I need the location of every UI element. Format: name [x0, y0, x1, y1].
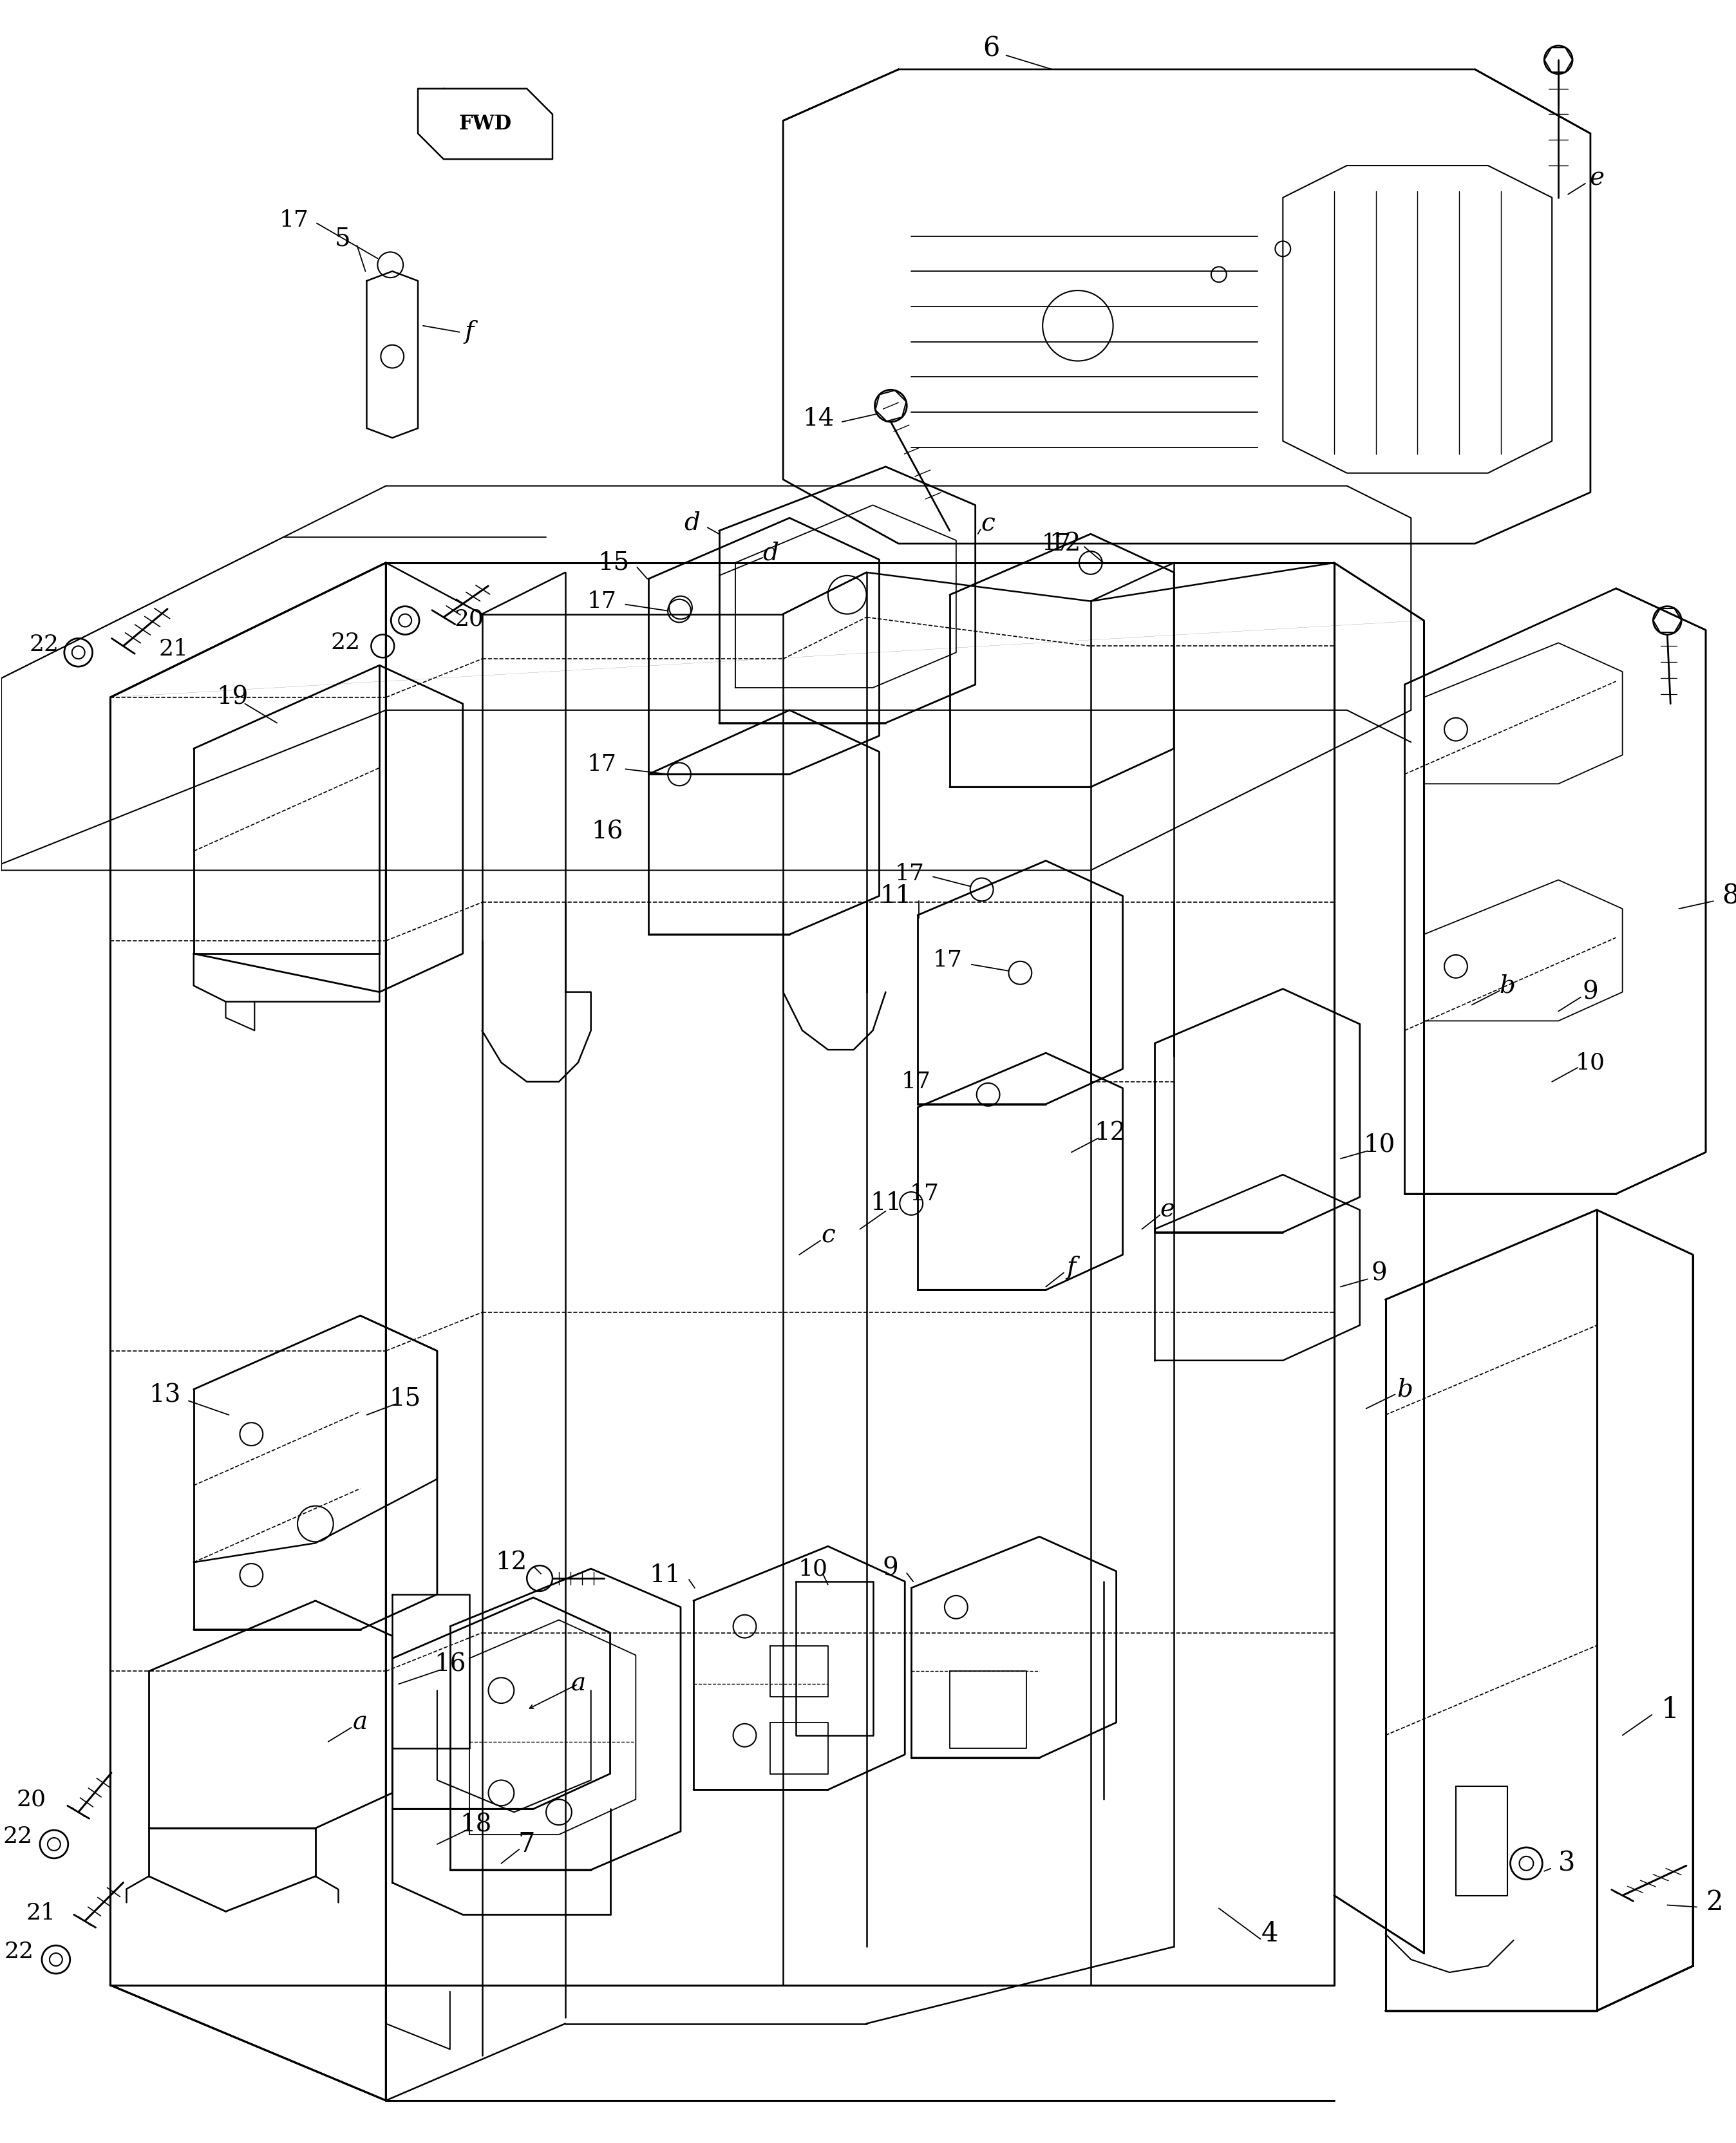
Text: 22: 22: [330, 632, 361, 654]
Text: a: a: [352, 1710, 368, 1734]
Text: 17: 17: [587, 754, 616, 776]
Text: 8: 8: [1722, 883, 1736, 909]
Text: 9: 9: [882, 1556, 899, 1582]
Text: 22: 22: [3, 1942, 33, 1963]
Text: FWD: FWD: [458, 114, 512, 133]
Text: 15: 15: [389, 1387, 422, 1410]
Text: 12: 12: [1094, 1121, 1125, 1144]
Text: b: b: [1396, 1378, 1413, 1402]
Text: 11: 11: [880, 885, 911, 909]
Text: 3: 3: [1559, 1849, 1576, 1877]
Text: d: d: [684, 512, 700, 536]
Text: 17: 17: [932, 949, 962, 971]
Text: 11: 11: [649, 1562, 681, 1588]
Text: 17: 17: [1042, 534, 1071, 555]
Text: 9: 9: [1371, 1262, 1387, 1286]
Text: 17: 17: [894, 864, 924, 885]
Text: b: b: [1500, 973, 1516, 996]
Text: 10: 10: [1363, 1134, 1396, 1157]
Text: f: f: [1068, 1256, 1076, 1279]
Text: 14: 14: [802, 407, 835, 431]
Text: 19: 19: [217, 686, 248, 709]
Text: 17: 17: [279, 210, 309, 231]
Text: c: c: [981, 512, 995, 536]
Text: 9: 9: [1583, 979, 1599, 1003]
Text: 16: 16: [592, 821, 623, 844]
Text: 11: 11: [870, 1192, 901, 1215]
Text: 10: 10: [799, 1558, 828, 1579]
Text: 17: 17: [901, 1072, 930, 1093]
Text: e: e: [1590, 167, 1604, 191]
Text: 17: 17: [587, 589, 616, 613]
Text: 12: 12: [495, 1549, 526, 1575]
Text: c: c: [821, 1224, 835, 1247]
Text: 21: 21: [158, 639, 187, 660]
Text: 10: 10: [1576, 1052, 1606, 1074]
Text: 7: 7: [519, 1830, 535, 1858]
Text: 22: 22: [3, 1826, 33, 1847]
Text: 15: 15: [597, 551, 630, 574]
Text: 5: 5: [335, 227, 351, 251]
Text: 17: 17: [910, 1183, 939, 1204]
Text: e: e: [1160, 1198, 1175, 1222]
Text: 2: 2: [1706, 1888, 1722, 1916]
Text: 1: 1: [1661, 1695, 1679, 1723]
Text: 4: 4: [1262, 1920, 1279, 1948]
Text: 13: 13: [149, 1384, 181, 1408]
Text: 16: 16: [434, 1652, 465, 1676]
Text: 22: 22: [30, 634, 59, 656]
Text: 20: 20: [17, 1789, 47, 1811]
Text: f: f: [465, 319, 474, 345]
Text: 6: 6: [983, 36, 1000, 62]
Text: 20: 20: [455, 609, 484, 630]
Text: 12: 12: [1049, 531, 1082, 555]
Text: d: d: [762, 542, 778, 566]
Text: 21: 21: [26, 1903, 56, 1924]
Text: a: a: [571, 1672, 585, 1695]
Text: 18: 18: [460, 1813, 491, 1837]
